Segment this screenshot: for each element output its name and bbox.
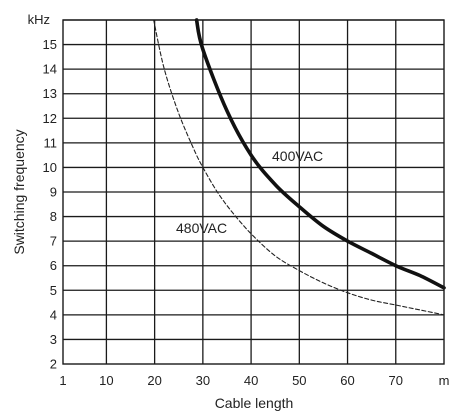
series-line-480vac — [153, 19, 445, 316]
y-tick-label: 7 — [50, 234, 57, 249]
y-tick-label: 4 — [50, 307, 57, 322]
x-tick-label: 10 — [99, 373, 113, 388]
y-tick-label: 9 — [50, 185, 57, 200]
x-tick-label: 30 — [196, 373, 210, 388]
x-tick-label: 40 — [244, 373, 258, 388]
series-label-480vac: 480VAC — [176, 220, 227, 236]
x-tick-label: 1 — [59, 373, 66, 388]
x-unit-label: m — [439, 373, 450, 388]
plot-frame — [62, 19, 445, 365]
x-tick-label: 20 — [147, 373, 161, 388]
y-tick-label: 14 — [43, 62, 57, 77]
x-tick-label: 60 — [340, 373, 354, 388]
y-tick-label: 15 — [43, 37, 57, 52]
tick-labels: 1 10 20 30 40 50 60 70 2 3 4 5 6 7 8 9 10 11 12 13 14 15 — [43, 37, 403, 388]
series-label-400vac: 400VAC — [272, 148, 323, 164]
y-unit-label: kHz — [28, 12, 50, 27]
y-tick-label: 3 — [50, 332, 57, 347]
y-tick-label: 13 — [43, 86, 57, 101]
y-tick-label: 5 — [50, 283, 57, 298]
series-line-400vac — [194, 18, 446, 290]
y-tick-label: 8 — [50, 209, 57, 224]
y-tick-label: 6 — [50, 258, 57, 273]
x-tick-label: 50 — [292, 373, 306, 388]
y-axis-label: Switching frequency — [11, 129, 27, 254]
y-tick-label: 11 — [44, 135, 58, 150]
series-layer — [153, 18, 446, 316]
y-tick-label: 12 — [43, 111, 57, 126]
y-tick-label: 2 — [50, 357, 57, 372]
x-axis-label: Cable length — [215, 395, 294, 411]
y-tick-label: 10 — [43, 160, 57, 175]
x-tick-label: 70 — [389, 373, 403, 388]
grid — [63, 19, 444, 364]
